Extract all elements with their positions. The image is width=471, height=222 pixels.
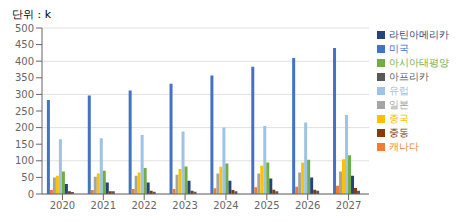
svg-text:100: 100 [15, 155, 34, 166]
html-text:아시아태평양: 아시아태평양 [389, 57, 449, 68]
html-text:단위 : k: 단위 : k [12, 8, 52, 21]
svg-text:2022: 2022 [131, 200, 156, 211]
svg-text:450: 450 [15, 39, 34, 50]
svg-text:2027: 2027 [336, 200, 361, 211]
svg-text:2024: 2024 [213, 200, 238, 211]
svg-text:250: 250 [15, 106, 34, 117]
svg-text:2021: 2021 [91, 200, 116, 211]
svg-text:150: 150 [15, 139, 34, 150]
html-text:중국: 중국 [389, 113, 409, 124]
svg-text:0: 0 [28, 189, 34, 200]
html-text:캐나다: 캐나다 [389, 141, 419, 152]
svg-text:2025: 2025 [254, 200, 279, 211]
html-text:미국: 미국 [389, 43, 409, 54]
svg-text:500: 500 [15, 23, 34, 34]
html-text:중동: 중동 [389, 127, 409, 138]
svg-text:2023: 2023 [172, 200, 197, 211]
svg-text:2026: 2026 [295, 200, 320, 211]
svg-text:50: 50 [21, 172, 34, 183]
html-text:유럽: 유럽 [389, 85, 409, 96]
svg-text:400: 400 [15, 56, 34, 67]
svg-text:300: 300 [15, 89, 34, 100]
svg-text:350: 350 [15, 72, 34, 83]
html-text:라틴아메리카: 라틴아메리카 [389, 29, 449, 40]
svg-text:2020: 2020 [50, 200, 75, 211]
html-text:일본: 일본 [389, 99, 409, 110]
svg-text:200: 200 [15, 122, 34, 133]
html-text:아프리카: 아프리카 [389, 71, 429, 82]
